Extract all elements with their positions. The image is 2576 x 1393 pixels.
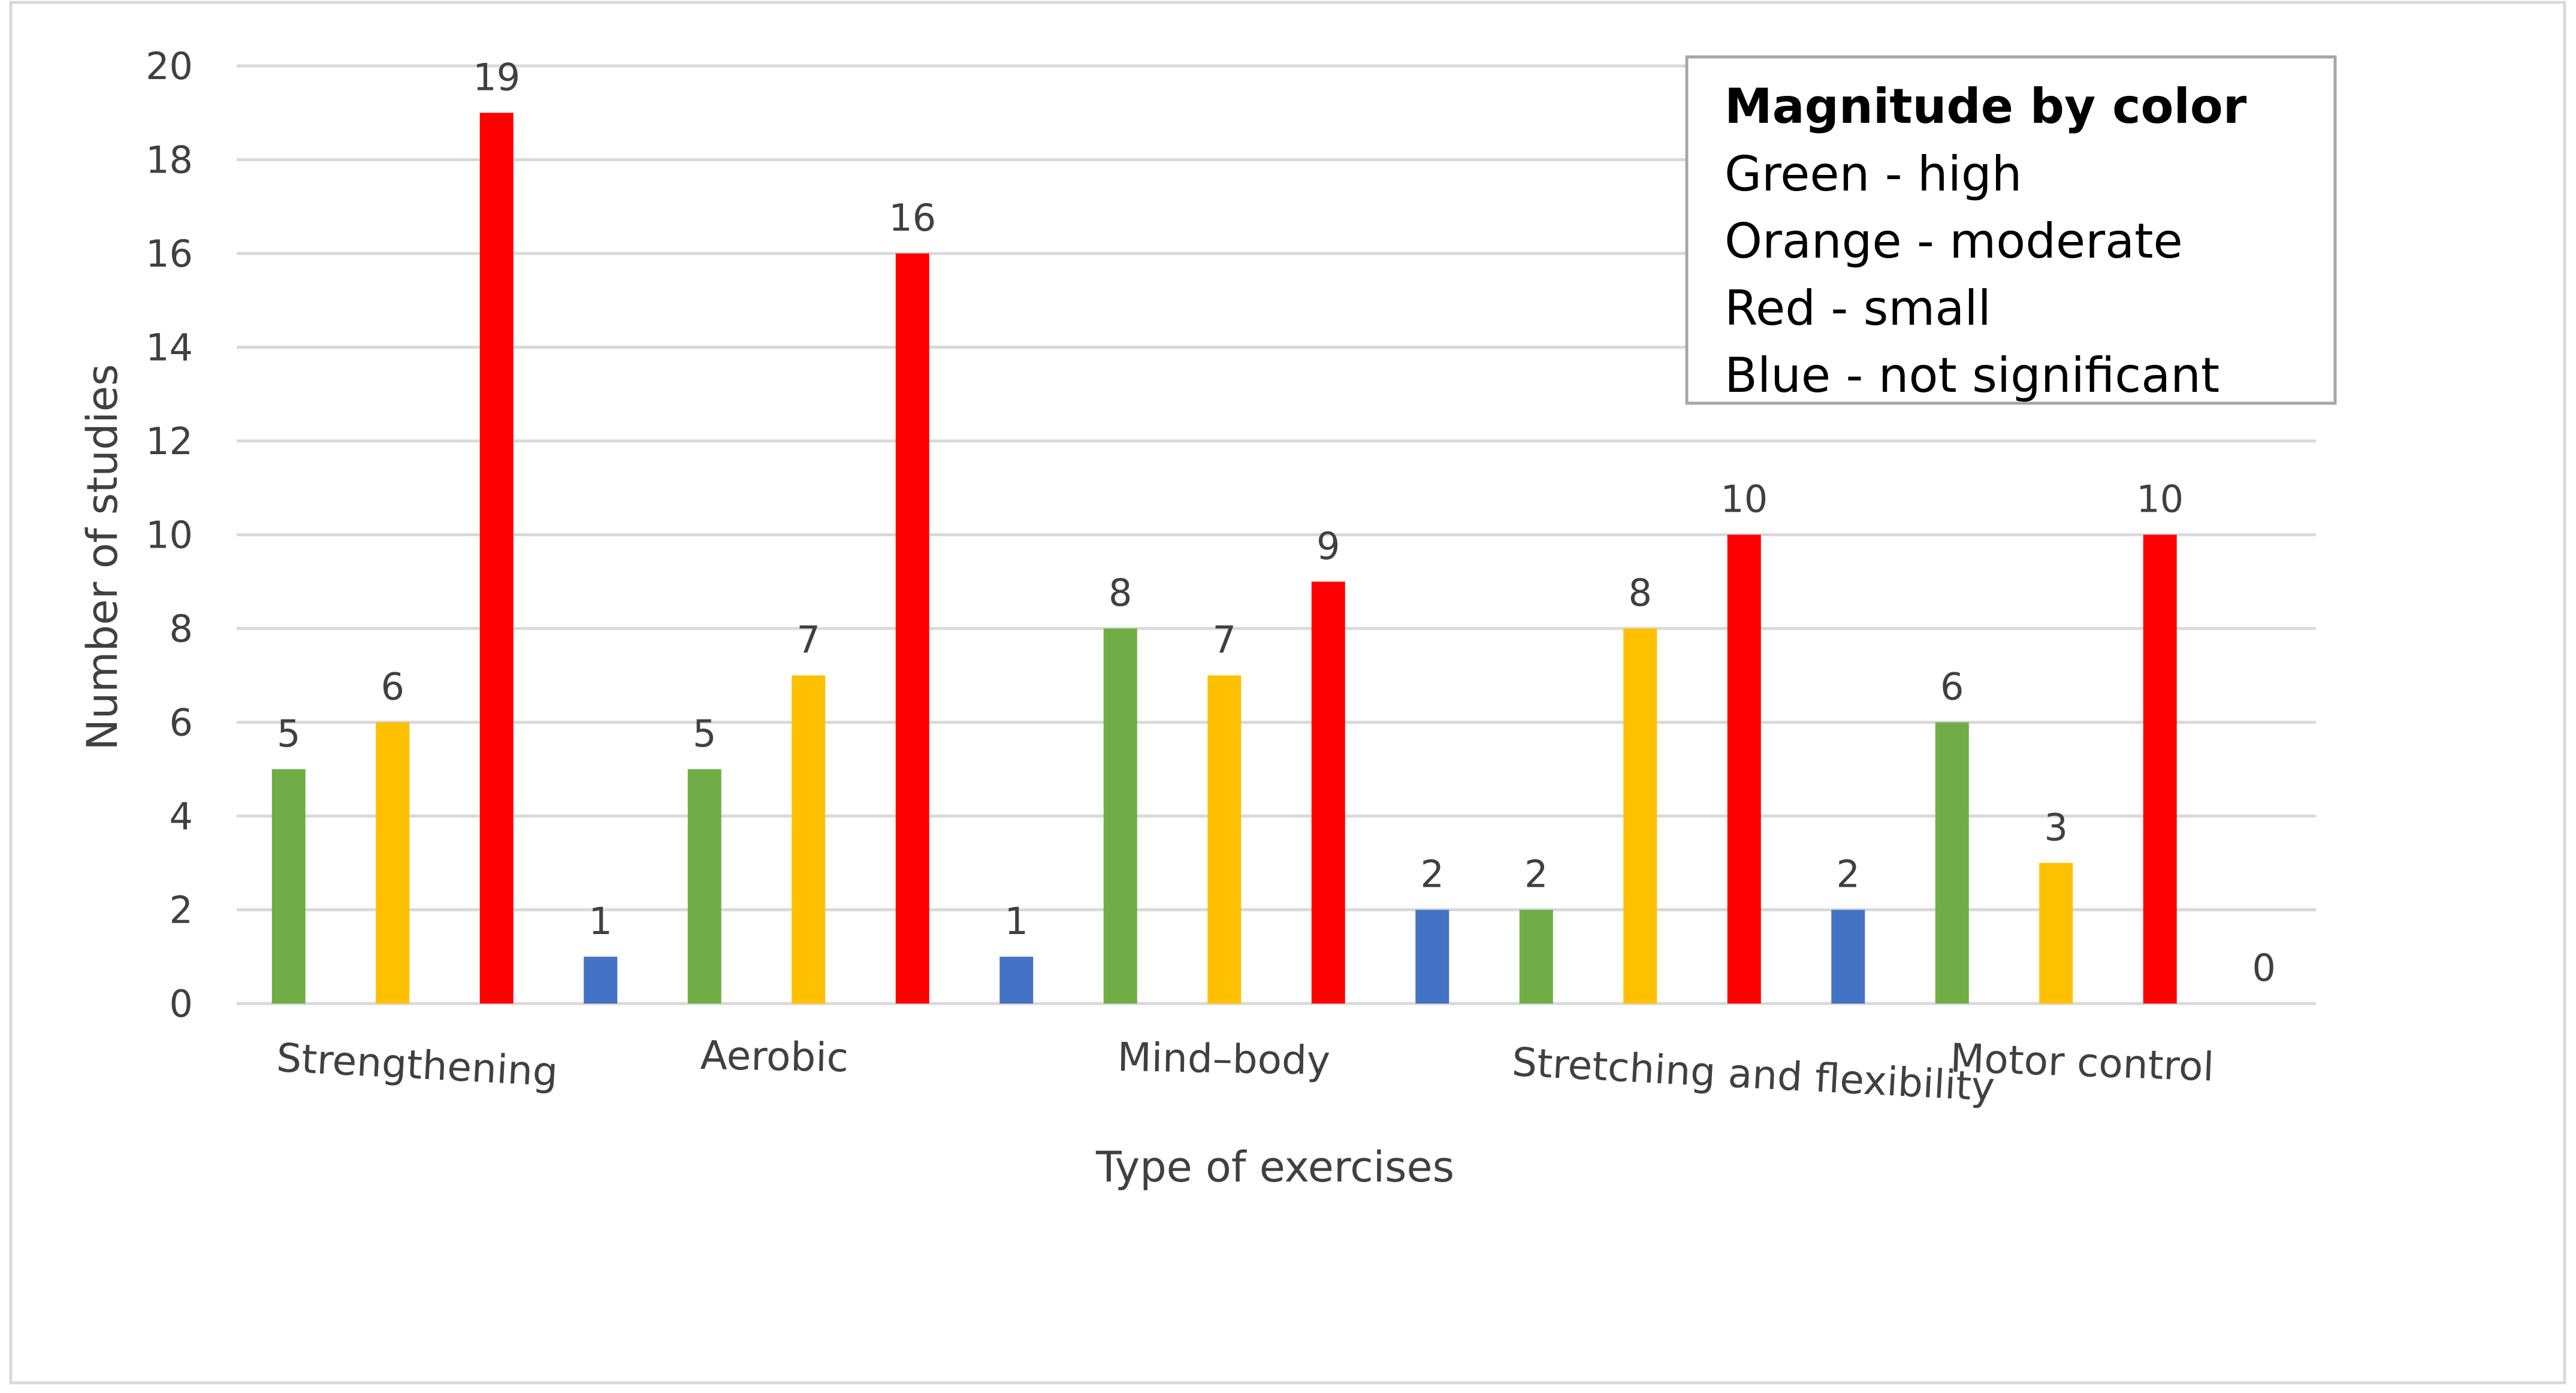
data-label: 5	[277, 712, 300, 756]
data-label: 8	[1629, 571, 1652, 615]
data-label: 10	[2136, 478, 2184, 521]
legend-entry-small: Red - small	[1725, 280, 1991, 336]
data-label: 7	[797, 618, 820, 661]
bar-moderate	[792, 675, 826, 1004]
grid-lines	[237, 64, 2316, 1005]
y-tick-label: 0	[170, 982, 193, 1026]
data-label: 0	[2252, 946, 2276, 990]
x-tick-label: Mind–body	[1117, 1034, 1331, 1084]
bar-moderate	[1623, 628, 1657, 1004]
legend-entry-high: Green - high	[1725, 146, 2022, 202]
bars	[271, 113, 2177, 1004]
x-axis-title: Type of exercises	[1095, 1143, 1454, 1192]
bar-small	[479, 113, 514, 1004]
legend: Magnitude by color Green - high Orange -…	[1685, 55, 2337, 405]
bar-not-significant	[1831, 909, 1865, 1004]
data-label: 2	[1837, 853, 1860, 896]
data-label: 7	[1213, 618, 1236, 661]
bar-small	[895, 253, 929, 1004]
bar-not-significant	[1415, 909, 1449, 1004]
data-label: 1	[589, 899, 612, 943]
data-label: 9	[1316, 524, 1340, 568]
legend-entry-not-significant: Blue - not significant	[1725, 348, 2219, 403]
y-tick-label: 14	[146, 326, 193, 370]
y-tick-label: 8	[170, 607, 193, 651]
y-tick-label: 16	[146, 232, 193, 276]
bar-high	[687, 769, 721, 1004]
bar-moderate	[2039, 863, 2073, 1004]
bar-moderate	[376, 722, 410, 1004]
y-tick-label: 4	[170, 794, 193, 838]
y-tick-label: 10	[146, 513, 193, 557]
y-tick-label: 18	[146, 138, 193, 182]
y-tick-label: 20	[146, 44, 193, 88]
bar-not-significant	[999, 956, 1034, 1004]
data-label: 6	[1940, 665, 1964, 709]
y-axis-title: Number of studies	[78, 364, 127, 751]
data-label: 16	[889, 196, 936, 240]
data-label: 5	[693, 712, 716, 756]
y-tick-labels: 0 2 4 6 8 10 12 14 16 18 20	[146, 44, 193, 1026]
data-label: 3	[2045, 805, 2068, 849]
y-tick-label: 12	[146, 419, 193, 463]
data-label: 1	[1005, 899, 1028, 943]
y-tick-label: 2	[170, 889, 193, 932]
data-label: 8	[1109, 571, 1132, 615]
data-label: 2	[1524, 853, 1548, 896]
y-tick-label: 6	[170, 701, 193, 745]
bar-not-significant	[584, 956, 618, 1004]
legend-entry-moderate: Orange - moderate	[1725, 213, 2183, 269]
bar-small	[1311, 581, 1345, 1004]
legend-box	[1685, 55, 2337, 405]
data-label: 19	[473, 55, 520, 99]
data-label: 2	[1421, 853, 1444, 896]
bar-high	[271, 769, 306, 1004]
bar-small	[1727, 534, 1761, 1004]
bar-high	[1935, 722, 1969, 1004]
data-label: 10	[1720, 478, 1768, 521]
bar-small	[2143, 534, 2177, 1004]
legend-title: Magnitude by color	[1725, 78, 2247, 134]
bar-high	[1519, 909, 1553, 1004]
data-labels: 5 6 19 1 5 7 16 1 8 7 9 2 2 8 10 2 6 3 10 0	[277, 55, 2276, 990]
bar-high	[1103, 628, 1137, 1004]
x-tick-label: Motor control	[1949, 1035, 2215, 1090]
bar-moderate	[1207, 675, 1242, 1004]
data-label: 6	[381, 665, 404, 709]
x-tick-label: Aerobic	[700, 1032, 848, 1081]
